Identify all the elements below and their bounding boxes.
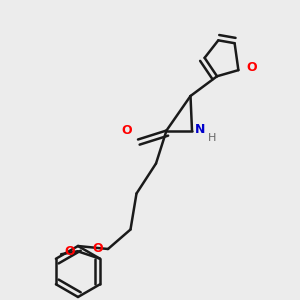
Text: O: O [122, 124, 132, 136]
Text: O: O [64, 245, 75, 258]
Text: O: O [93, 242, 104, 256]
Text: H: H [208, 133, 216, 143]
Text: N: N [195, 122, 206, 136]
Text: O: O [246, 61, 256, 74]
